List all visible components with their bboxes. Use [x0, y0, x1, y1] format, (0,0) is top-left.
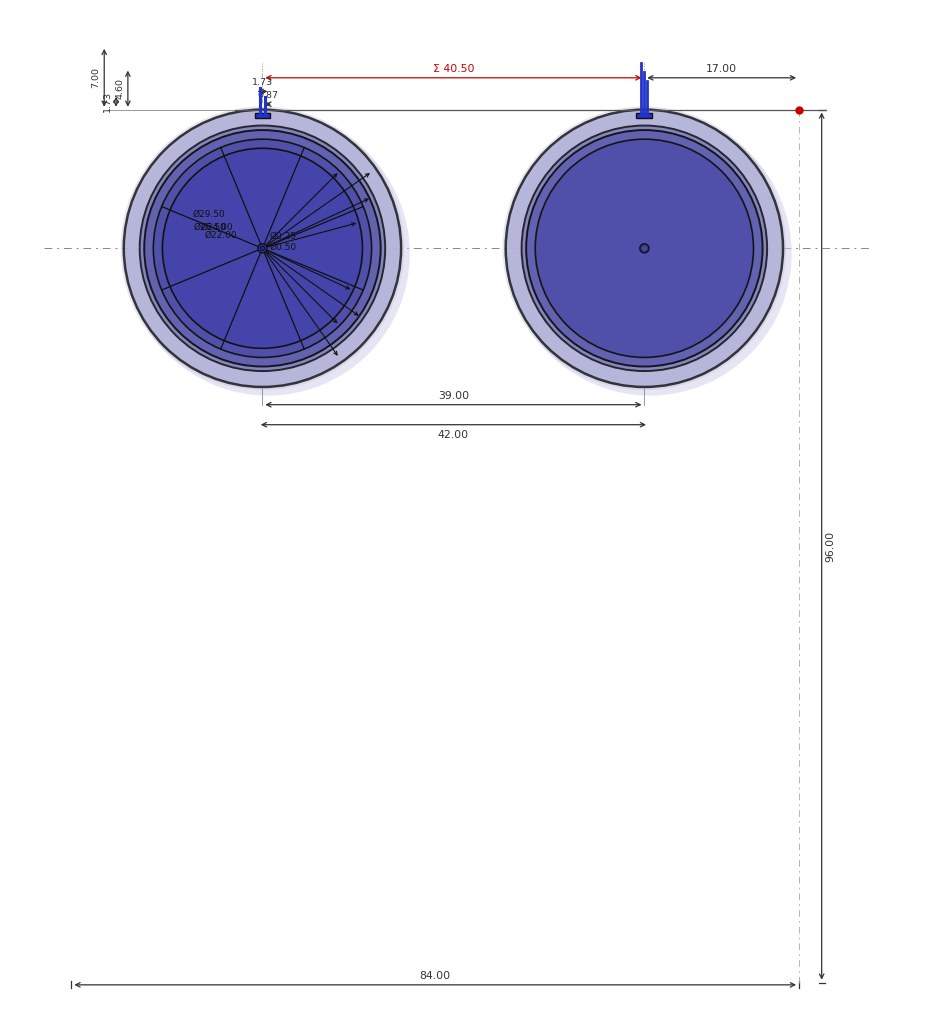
Circle shape: [154, 139, 372, 357]
Circle shape: [126, 112, 410, 395]
Circle shape: [124, 110, 401, 387]
Text: 1.73: 1.73: [104, 91, 113, 113]
Circle shape: [522, 126, 767, 371]
Text: Ø0.25: Ø0.25: [270, 232, 297, 242]
Circle shape: [260, 246, 265, 251]
Text: 17.00: 17.00: [706, 63, 737, 74]
Text: 39.00: 39.00: [438, 390, 469, 400]
Circle shape: [140, 126, 385, 371]
Text: 0.87: 0.87: [258, 91, 278, 100]
Circle shape: [526, 130, 762, 367]
Text: Ø29.50: Ø29.50: [192, 210, 225, 219]
Text: Ø24.00: Ø24.00: [201, 222, 233, 231]
Circle shape: [120, 106, 404, 390]
Circle shape: [506, 110, 783, 387]
Circle shape: [144, 130, 381, 367]
Circle shape: [640, 244, 649, 253]
Bar: [254, 113, 270, 119]
Text: Ø26.50: Ø26.50: [194, 222, 227, 231]
Bar: [636, 113, 652, 119]
Text: 42.00: 42.00: [438, 430, 469, 439]
Text: Σ 40.50: Σ 40.50: [433, 63, 475, 74]
Text: 7.00: 7.00: [92, 68, 101, 88]
Circle shape: [536, 139, 754, 357]
Text: 1.73: 1.73: [252, 79, 273, 87]
Circle shape: [258, 244, 267, 253]
Circle shape: [502, 106, 786, 390]
Text: Ø0.50: Ø0.50: [270, 243, 297, 252]
Text: 96.00: 96.00: [825, 530, 835, 561]
Text: 84.00: 84.00: [420, 971, 450, 981]
Text: Ø22.00: Ø22.00: [204, 231, 237, 240]
Circle shape: [508, 112, 792, 395]
Text: 4.60: 4.60: [116, 78, 124, 99]
Circle shape: [163, 148, 363, 348]
